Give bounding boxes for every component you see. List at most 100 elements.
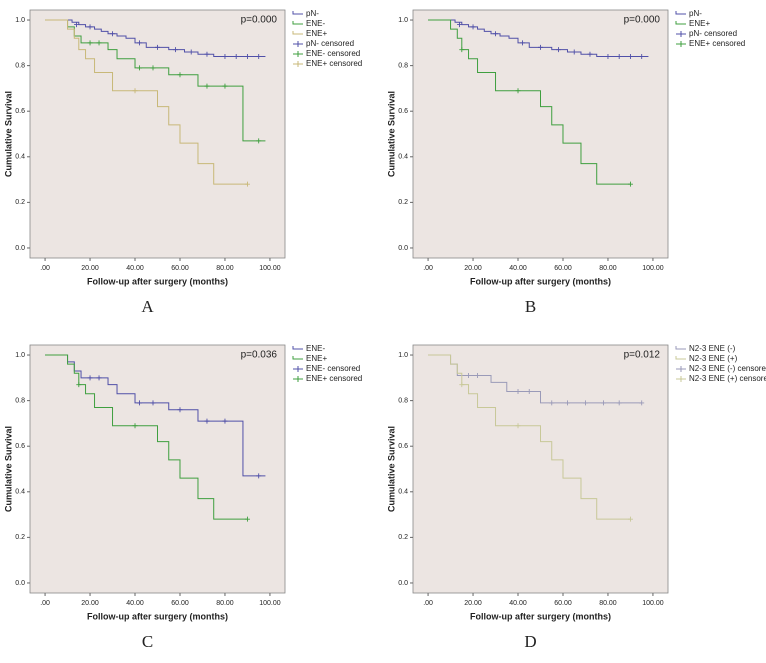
censor-mark xyxy=(172,47,178,53)
x-axis-label: Follow-up after surgery (months) xyxy=(470,276,611,286)
y-tick-label: 0.4 xyxy=(15,489,25,496)
censor-mark xyxy=(571,49,577,55)
censor-mark xyxy=(137,65,143,71)
x-axis-label: Follow-up after surgery (months) xyxy=(87,611,228,621)
legend-label: ENE- censored xyxy=(306,49,360,58)
censor-mark xyxy=(204,83,210,89)
y-tick-label: 0.2 xyxy=(15,199,25,206)
y-tick-label: 0.0 xyxy=(398,580,408,587)
legend-label: N2-3 ENE (+) censored xyxy=(689,374,766,383)
y-tick-label: 0.8 xyxy=(15,397,25,404)
y-tick-label: 0.8 xyxy=(398,397,408,404)
y-tick-label: 1.0 xyxy=(398,352,408,359)
censor-mark xyxy=(627,54,633,59)
censor-mark xyxy=(137,40,143,46)
censor-mark xyxy=(222,83,228,89)
legend-label: ENE+ censored xyxy=(689,39,745,48)
legend-symbol xyxy=(675,21,686,25)
censor-mark xyxy=(132,423,138,429)
censor-mark xyxy=(627,516,633,522)
legend-label: ENE+ xyxy=(689,19,710,28)
panel-label: A xyxy=(141,297,154,316)
censor-mark xyxy=(555,47,561,53)
y-tick-label: 0.6 xyxy=(398,443,408,450)
annotation: p=0.000 xyxy=(624,15,661,26)
x-tick-label: 80.00 xyxy=(216,600,234,607)
censor-mark xyxy=(470,24,476,30)
censor-mark xyxy=(493,31,499,37)
censor-mark xyxy=(177,72,183,78)
legend-label: ENE+ xyxy=(306,354,327,363)
legend-symbol xyxy=(293,61,303,67)
censor-mark xyxy=(515,423,521,429)
y-tick-label: 0.2 xyxy=(398,199,408,206)
y-tick-label: 0.6 xyxy=(15,108,25,115)
plot-area xyxy=(412,344,669,594)
censor-mark xyxy=(520,40,526,46)
censor-mark xyxy=(475,373,481,379)
censor-mark xyxy=(515,88,521,94)
y-tick-label: 1.0 xyxy=(15,352,25,359)
annotation: p=0.000 xyxy=(241,15,278,26)
x-axis-label: Follow-up after surgery (months) xyxy=(470,611,611,621)
censor-mark xyxy=(244,516,250,522)
x-tick-label: .00 xyxy=(40,265,50,272)
legend-symbol xyxy=(293,41,303,47)
censor-mark xyxy=(177,407,183,413)
x-tick-label: 80.00 xyxy=(599,600,617,607)
censor-mark xyxy=(600,400,606,406)
x-tick-label: 100.00 xyxy=(642,265,664,272)
x-tick-label: 40.00 xyxy=(509,265,527,272)
legend-label: ENE+ censored xyxy=(306,59,362,68)
censor-mark xyxy=(616,54,622,59)
y-tick-label: 0.2 xyxy=(398,534,408,541)
legend-symbol xyxy=(293,366,303,372)
censor-mark xyxy=(564,400,570,406)
x-tick-label: .00 xyxy=(423,600,433,607)
x-tick-label: 60.00 xyxy=(171,265,189,272)
km-panel: .00 20.00 40.00 60.00 80.00 100.00 0.0 0.2 0.4 0.… xyxy=(386,9,745,316)
legend-symbol xyxy=(292,346,303,350)
x-tick-label: 40.00 xyxy=(126,600,144,607)
censor-mark xyxy=(256,473,262,479)
survival-curve xyxy=(428,19,631,185)
censor-mark xyxy=(222,54,228,59)
censor-mark xyxy=(87,24,93,30)
censor-mark xyxy=(466,373,472,379)
x-tick-label: .00 xyxy=(423,265,433,272)
censor-mark xyxy=(616,400,622,406)
censor-mark xyxy=(457,22,463,28)
censor-mark xyxy=(96,375,102,381)
km-panel: .00 20.00 40.00 60.00 80.00 100.00 0.0 0.2 0.4 0.… xyxy=(3,344,362,651)
y-axis-label: Cumulative Survival xyxy=(3,91,13,177)
y-tick-label: 0.6 xyxy=(398,108,408,115)
y-tick-label: 0.4 xyxy=(15,154,25,161)
y-tick-label: 0.8 xyxy=(15,62,25,69)
legend-label: ENE- xyxy=(306,344,325,353)
censor-mark xyxy=(204,418,210,424)
censor-mark xyxy=(150,400,156,406)
survival-curve xyxy=(428,354,631,520)
y-tick-label: 0.0 xyxy=(15,245,25,252)
censor-mark xyxy=(132,88,138,94)
x-tick-label: 20.00 xyxy=(81,600,99,607)
survival-curve xyxy=(45,19,248,185)
censor-mark xyxy=(587,51,593,57)
censor-mark xyxy=(155,44,160,50)
censor-mark xyxy=(222,418,228,424)
legend-symbol xyxy=(292,11,303,15)
legend-label: pN- xyxy=(306,9,319,18)
legend-label: ENE+ censored xyxy=(306,374,362,383)
x-tick-label: 40.00 xyxy=(509,600,527,607)
legend-symbol xyxy=(676,31,686,37)
censor-mark xyxy=(627,181,633,187)
legend-label: N2-3 ENE (-) censored xyxy=(689,364,766,373)
legend-symbol xyxy=(675,346,686,350)
censor-mark xyxy=(459,382,465,388)
x-tick-label: 20.00 xyxy=(81,265,99,272)
annotation: p=0.012 xyxy=(624,350,661,361)
x-tick-label: 80.00 xyxy=(599,265,617,272)
y-tick-label: 0.6 xyxy=(15,443,25,450)
x-tick-label: 60.00 xyxy=(171,600,189,607)
